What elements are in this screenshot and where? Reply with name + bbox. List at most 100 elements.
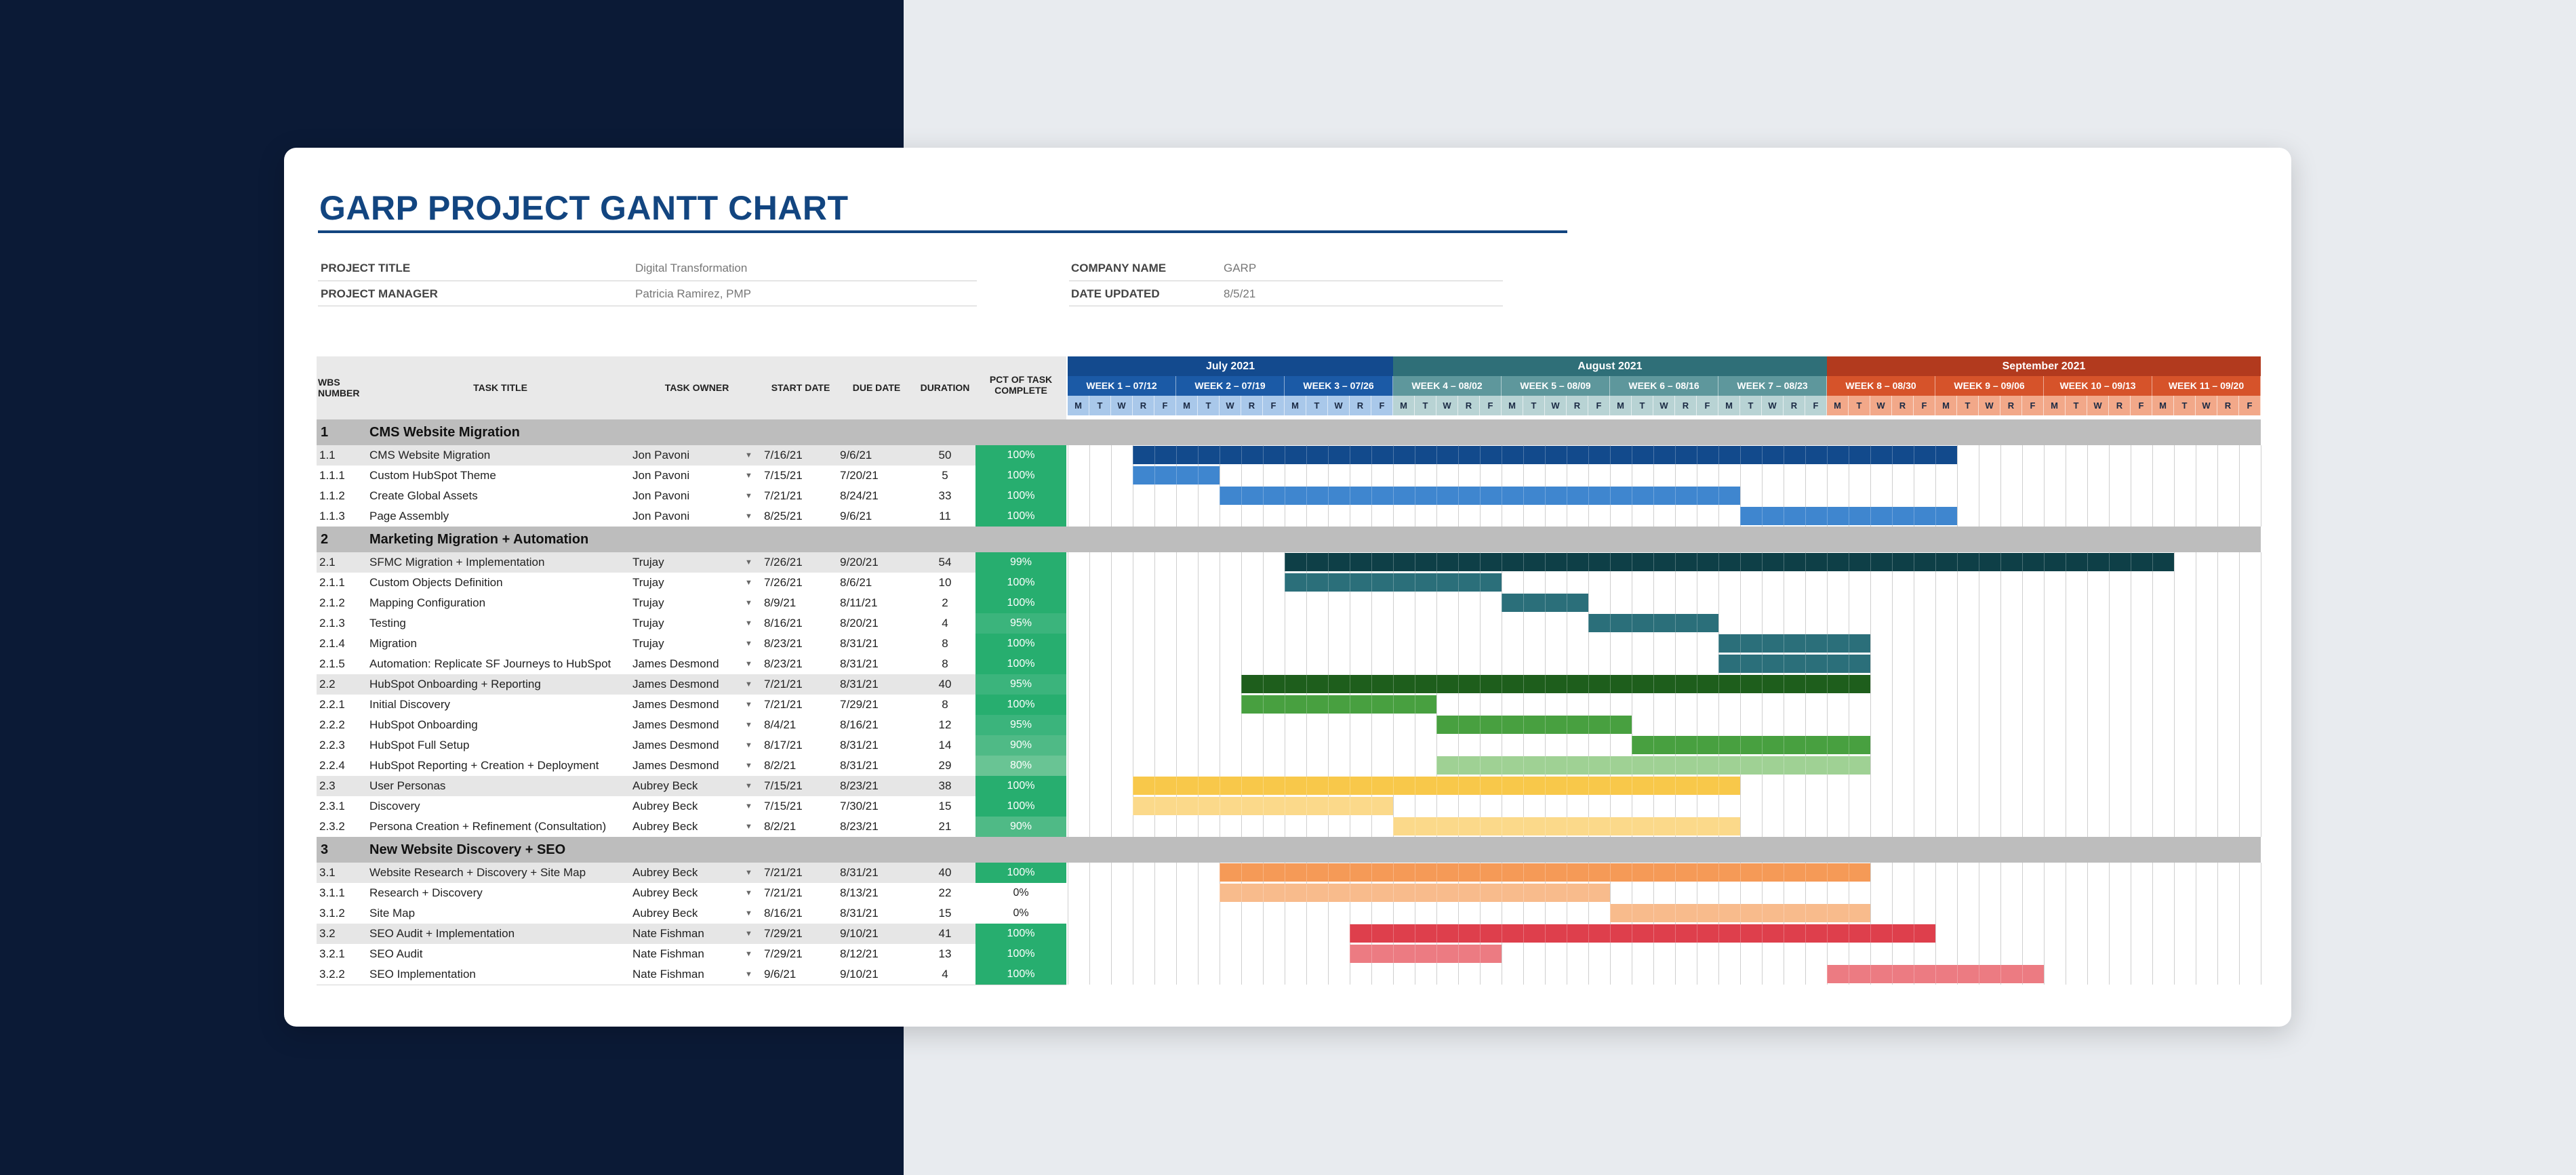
gantt-bar[interactable] [1220, 487, 1740, 505]
table-row[interactable]: 2.1.4 Migration Trujay 8/23/21 8/31/21 ▼ 8 100% [317, 634, 2261, 655]
dropdown-caret-icon[interactable]: ▼ [745, 558, 752, 566]
task-title[interactable]: SEO Audit [369, 947, 423, 960]
task-title[interactable]: Website Research + Discovery + Site Map [369, 866, 586, 879]
percent-complete[interactable]: 100% [975, 445, 1066, 466]
start-date[interactable]: 8/4/21 [764, 718, 797, 731]
wbs-number[interactable]: 3.2.2 [319, 968, 345, 981]
start-date[interactable]: 7/21/21 [764, 886, 803, 899]
task-title[interactable]: Create Global Assets [369, 489, 478, 502]
task-owner[interactable]: James Desmond [632, 718, 719, 731]
gantt-bar[interactable] [1133, 446, 1957, 464]
start-date[interactable]: 7/16/21 [764, 449, 803, 461]
table-row[interactable]: 2.1.2 Mapping Configuration Trujay 8/9/21 8/… [317, 593, 2261, 614]
table-row[interactable]: 2.1 SFMC Migration + Implementation Trujay… [317, 552, 2261, 573]
wbs-number[interactable]: 1.1.3 [319, 510, 345, 522]
task-owner[interactable]: James Desmond [632, 678, 719, 690]
dropdown-caret-icon[interactable]: ▼ [745, 451, 752, 459]
due-date[interactable]: 9/20/21 [840, 556, 879, 569]
table-row[interactable]: 2.1.5 Automation: Replicate SF Journeys t… [317, 654, 2261, 675]
percent-complete[interactable]: 100% [975, 486, 1066, 506]
wbs-number[interactable]: 3.2 [319, 927, 336, 940]
percent-complete[interactable]: 100% [975, 924, 1066, 944]
task-owner[interactable]: Trujay [632, 596, 664, 609]
table-row[interactable]: 2.2.1 Initial Discovery James Desmond 7/21/… [317, 695, 2261, 716]
date-updated-value[interactable]: 8/5/21 [1224, 287, 1256, 300]
due-date[interactable]: 8/31/21 [840, 759, 879, 772]
wbs-number[interactable]: 2.1.1 [319, 576, 345, 589]
due-date[interactable]: 8/13/21 [840, 886, 879, 899]
dropdown-caret-icon[interactable]: ▼ [745, 930, 752, 938]
task-owner[interactable]: Jon Pavoni [632, 449, 690, 461]
wbs-number[interactable]: 2.1.2 [319, 596, 345, 609]
project-manager-value[interactable]: Patricia Ramirez, PMP [635, 287, 751, 300]
wbs-number[interactable]: 2.2.3 [319, 739, 345, 751]
task-title[interactable]: SEO Implementation [369, 968, 476, 981]
percent-complete[interactable]: 100% [975, 796, 1066, 817]
dropdown-caret-icon[interactable]: ▼ [745, 660, 752, 668]
due-date[interactable]: 7/20/21 [840, 469, 879, 482]
gantt-bar[interactable] [1133, 797, 1393, 815]
start-date[interactable]: 7/26/21 [764, 556, 803, 569]
table-row[interactable]: 2.2.3 HubSpot Full Setup James Desmond 8/17… [317, 735, 2261, 756]
task-title[interactable]: HubSpot Onboarding + Reporting [369, 678, 541, 690]
task-owner[interactable]: Aubrey Beck [632, 907, 698, 920]
table-row[interactable]: 3.2.1 SEO Audit Nate Fishman 7/29/21 8/12/21… [317, 944, 2261, 965]
task-owner[interactable]: Trujay [632, 637, 664, 650]
wbs-number[interactable]: 2.2 [319, 678, 336, 690]
wbs-number[interactable]: 2.3.1 [319, 800, 345, 812]
due-date[interactable]: 9/6/21 [840, 449, 872, 461]
gantt-bar[interactable] [1436, 756, 1870, 775]
table-row[interactable]: 2.2.2 HubSpot Onboarding James Desmond 8/4/… [317, 715, 2261, 736]
start-date[interactable]: 8/23/21 [764, 657, 803, 670]
gantt-bar[interactable] [1610, 904, 1870, 922]
dropdown-caret-icon[interactable]: ▼ [745, 802, 752, 810]
due-date[interactable]: 8/11/21 [840, 596, 878, 609]
task-owner[interactable]: Aubrey Beck [632, 800, 698, 812]
task-title[interactable]: Mapping Configuration [369, 596, 486, 609]
wbs-number[interactable]: 1.1.2 [319, 489, 345, 502]
wbs-number[interactable]: 2.3.2 [319, 820, 345, 833]
percent-complete[interactable]: 100% [975, 863, 1066, 883]
task-title[interactable]: SEO Audit + Implementation [369, 927, 515, 940]
wbs-number[interactable]: 2.2.2 [319, 718, 345, 731]
percent-complete[interactable]: 90% [975, 817, 1066, 837]
start-date[interactable]: 7/15/21 [764, 469, 803, 482]
dropdown-caret-icon[interactable]: ▼ [745, 869, 752, 877]
gantt-bar[interactable] [1350, 924, 1935, 943]
task-title[interactable]: Custom Objects Definition [369, 576, 503, 589]
percent-complete[interactable]: 100% [975, 654, 1066, 674]
percent-complete[interactable]: 100% [975, 506, 1066, 527]
due-date[interactable]: 8/23/21 [840, 820, 879, 833]
company-name-value[interactable]: GARP [1224, 262, 1257, 274]
task-owner[interactable]: Trujay [632, 576, 664, 589]
task-owner[interactable]: Nate Fishman [632, 968, 704, 981]
table-row[interactable]: 1.1 CMS Website Migration Jon Pavoni 7/16/2… [317, 445, 2261, 466]
start-date[interactable]: 8/16/21 [764, 907, 803, 920]
task-title[interactable]: HubSpot Onboarding [369, 718, 478, 731]
task-owner[interactable]: Jon Pavoni [632, 469, 690, 482]
start-date[interactable]: 7/21/21 [764, 698, 803, 711]
table-row[interactable]: 2.2 HubSpot Onboarding + Reporting James D… [317, 674, 2261, 695]
percent-complete[interactable]: 100% [975, 634, 1066, 654]
dropdown-caret-icon[interactable]: ▼ [745, 512, 752, 520]
wbs-number[interactable]: 3.1 [319, 866, 336, 879]
wbs-number[interactable]: 2.1 [319, 556, 336, 569]
due-date[interactable]: 9/10/21 [840, 927, 879, 940]
percent-complete[interactable]: 99% [975, 552, 1066, 573]
start-date[interactable]: 7/21/21 [764, 866, 803, 879]
wbs-number[interactable]: 1.1 [319, 449, 336, 461]
due-date[interactable]: 8/31/21 [840, 637, 879, 650]
due-date[interactable]: 8/23/21 [840, 779, 879, 792]
table-row[interactable]: 2.1.3 Testing Trujay 8/16/21 8/20/21 ▼ 4 95% [317, 613, 2261, 634]
dropdown-caret-icon[interactable]: ▼ [745, 472, 752, 480]
gantt-bar[interactable] [1133, 777, 1740, 795]
wbs-number[interactable]: 3.1.2 [319, 907, 345, 920]
gantt-bar[interactable] [1632, 736, 1870, 754]
dropdown-caret-icon[interactable]: ▼ [745, 619, 752, 627]
gantt-bar[interactable] [1588, 614, 1718, 632]
dropdown-caret-icon[interactable]: ▼ [745, 701, 752, 709]
start-date[interactable]: 9/6/21 [764, 968, 797, 981]
table-row[interactable]: 3.2.2 SEO Implementation Nate Fishman 9/6/2… [317, 964, 2261, 985]
gantt-bar[interactable] [1241, 695, 1436, 714]
start-date[interactable]: 8/2/21 [764, 820, 797, 833]
